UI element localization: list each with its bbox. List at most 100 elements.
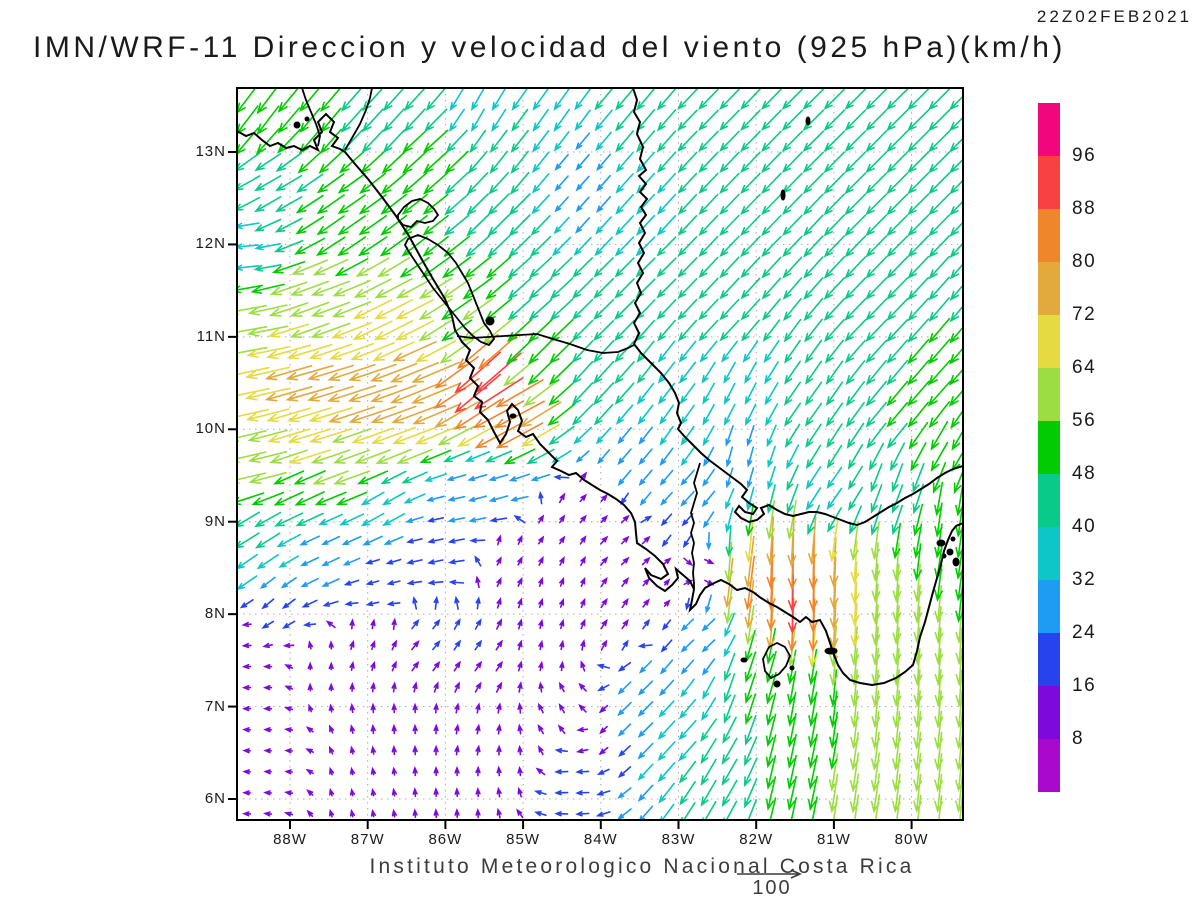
wind-arrow: [844, 130, 866, 153]
wind-arrow: [411, 640, 420, 651]
wind-arrow: [698, 172, 719, 194]
wind-arrow: [871, 690, 881, 729]
wind-arrow: [433, 595, 439, 610]
wind-arrow: [347, 384, 398, 403]
wind-arrow: [443, 214, 470, 236]
wind-arrow: [845, 381, 865, 407]
wind-arrow: [663, 578, 671, 586]
wind-arrow: [280, 577, 297, 589]
wind-arrow: [784, 339, 801, 364]
wind-arrow: [308, 703, 314, 713]
wind-arrow: [328, 703, 334, 713]
wind-arrow: [745, 503, 755, 538]
wind-arrow: [529, 235, 552, 258]
wind-arrow: [865, 319, 888, 342]
small-island: [946, 548, 954, 556]
wind-arrow: [403, 108, 426, 133]
geography-outlines: [237, 88, 963, 688]
wind-arrow: [637, 742, 654, 760]
wind-arrow: [557, 724, 566, 735]
colorbar-label-48: 48: [1072, 463, 1097, 484]
wind-arrow: [412, 404, 459, 425]
wind-arrow: [295, 194, 324, 214]
wind-arrow: [701, 658, 716, 676]
wind-arrow: [580, 576, 586, 587]
wind-arrow: [677, 109, 698, 131]
wind-arrow: [825, 381, 844, 406]
wind-arrow: [554, 769, 569, 775]
wind-arrow: [765, 671, 777, 705]
wind-arrow: [701, 801, 717, 820]
wind-arrow: [804, 381, 823, 406]
wind-arrow: [342, 557, 361, 566]
wind-arrow: [699, 340, 718, 363]
wind-arrow: [248, 471, 287, 484]
wind-arrow: [719, 172, 740, 195]
wind-arrow: [930, 420, 949, 451]
wind-arrow: [706, 531, 712, 551]
wind-arrow: [314, 491, 347, 506]
wind-arrow: [349, 808, 356, 818]
wind-arrow: [928, 172, 951, 195]
wind-arrow: [767, 445, 776, 469]
wind-arrow: [719, 88, 740, 110]
wind-arrow: [844, 88, 866, 110]
wind-arrow: [391, 660, 397, 672]
wind-arrow: [237, 304, 267, 316]
wind-arrow: [559, 514, 566, 524]
wind-arrow: [487, 214, 510, 237]
wind-arrow: [740, 235, 761, 258]
wind-arrow: [496, 786, 502, 798]
wind-arrow: [656, 278, 677, 299]
wind-arrow: [866, 422, 887, 449]
wind-arrow: [318, 150, 344, 174]
wind-arrow: [454, 351, 501, 394]
wind-arrow: [844, 151, 867, 174]
wind-arrow: [886, 277, 909, 300]
wind-arrow: [636, 109, 656, 132]
wind-arrow: [244, 387, 291, 401]
wind-arrow: [310, 301, 351, 317]
wind-arrow: [491, 108, 507, 133]
wind-arrow: [283, 727, 294, 733]
wind-arrow: [698, 214, 719, 237]
wind-arrow: [575, 450, 590, 463]
colorbar-segment: [1038, 262, 1060, 315]
wind-arrow: [289, 280, 330, 296]
wind-arrow: [558, 703, 565, 714]
wind-arrow: [300, 556, 320, 567]
wind-arrow: [554, 153, 569, 171]
wind-arrow: [913, 584, 923, 624]
wind-arrow: [865, 193, 888, 216]
wind-arrow: [886, 109, 909, 132]
wind-arrow: [617, 701, 632, 717]
wind-arrow: [328, 682, 334, 692]
wind-arrow: [337, 173, 366, 194]
wind-arrow: [949, 221, 963, 237]
wind-arrow: [930, 441, 949, 472]
wind-arrow: [331, 428, 372, 443]
wind-arrow: [305, 726, 314, 733]
wind-arrow: [910, 442, 927, 472]
wind-arrow: [804, 339, 823, 364]
wind-arrow: [677, 319, 698, 342]
wind-arrow: [341, 535, 362, 546]
wind-arrow: [282, 642, 295, 649]
wind-arrow: [475, 702, 481, 714]
wind-arrow: [505, 338, 534, 365]
wind-arrow: [803, 235, 824, 258]
wind-arrow: [594, 109, 613, 132]
wind-arrow: [395, 299, 434, 320]
wind-arrow: [305, 748, 314, 754]
wind-arrow: [466, 193, 489, 216]
wind-arrow: [723, 557, 734, 609]
wind-arrow: [949, 242, 963, 259]
wind-arrow: [254, 511, 282, 528]
wind-arrow: [825, 360, 844, 385]
colorbar-label-80: 80: [1072, 251, 1097, 272]
wind-arrow: [474, 555, 482, 567]
wind-arrow: [657, 361, 676, 384]
wind-arrow: [453, 660, 461, 672]
wind-arrow: [803, 256, 824, 279]
wind-arrow: [701, 697, 717, 722]
